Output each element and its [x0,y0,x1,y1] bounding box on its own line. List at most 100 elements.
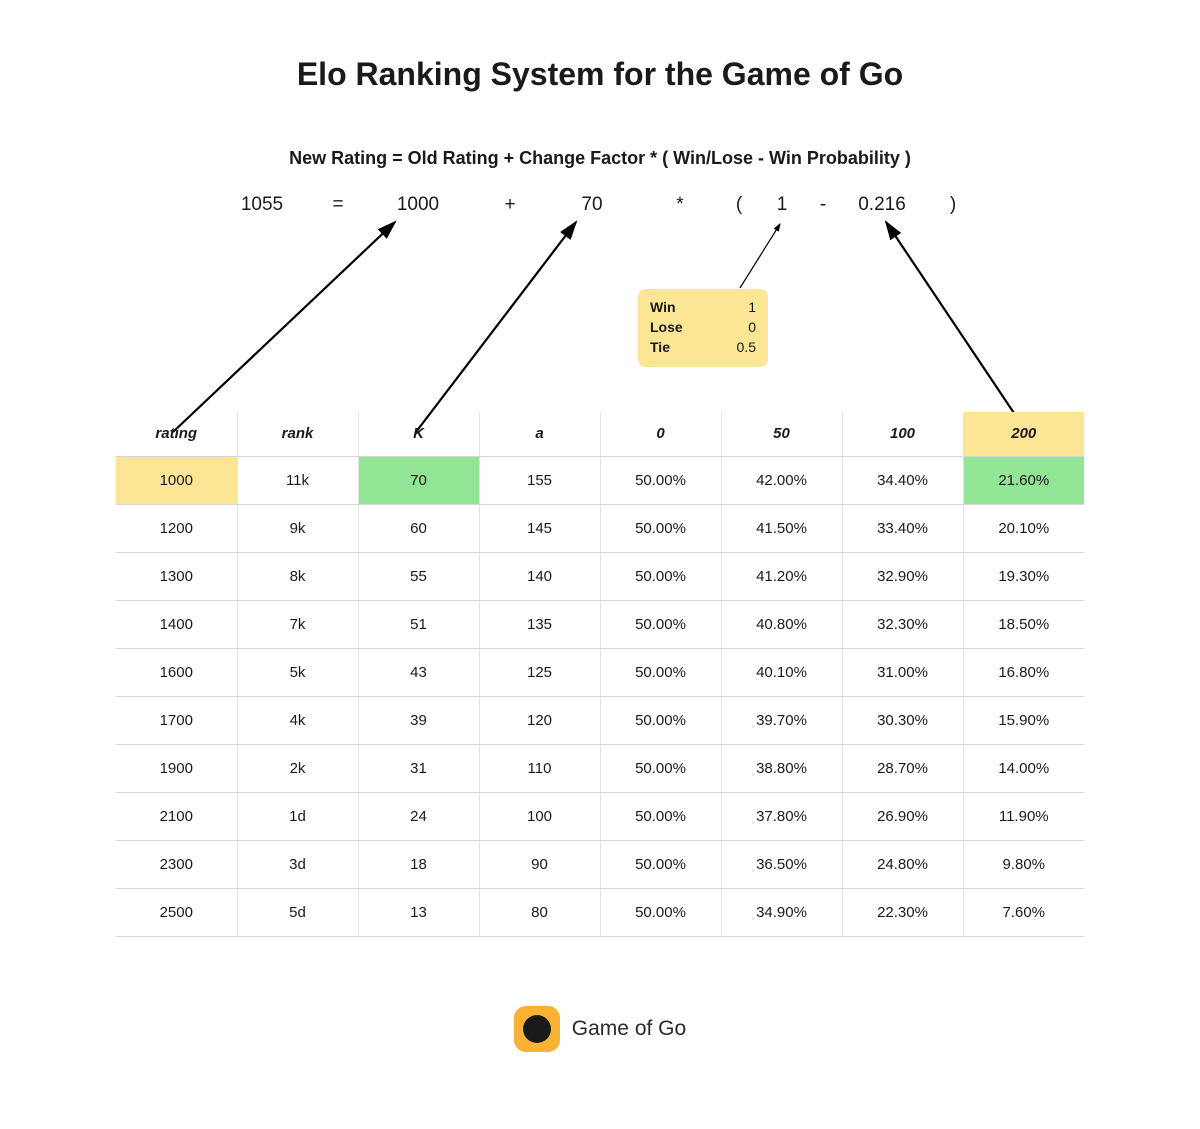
table-cell: 5k [237,648,358,696]
table-cell: 34.90% [721,888,842,936]
table-cell: 20.10% [963,504,1084,552]
table-cell: 8k [237,552,358,600]
val-change-factor: 70 [572,194,612,216]
table-cell: 155 [479,456,600,504]
table-cell: 50.00% [600,744,721,792]
table-cell: 9.80% [963,840,1084,888]
table-cell: 30.30% [842,696,963,744]
table-cell: 14.00% [963,744,1084,792]
table-cell: 140 [479,552,600,600]
table-cell: 13 [358,888,479,936]
footer-inner: Game of Go [514,1006,686,1052]
table-cell: 36.50% [721,840,842,888]
table-cell: 7.60% [963,888,1084,936]
val-win-prob: 0.216 [852,194,912,216]
wlt-label: Lose [650,317,683,337]
table-cell: 43 [358,648,479,696]
table-cell: 42.00% [721,456,842,504]
table-cell: 24 [358,792,479,840]
table-row: 13008k5514050.00%41.20%32.90%19.30% [116,552,1084,600]
table-row: 21001d2410050.00%37.80%26.90%11.90% [116,792,1084,840]
table-cell: 18 [358,840,479,888]
table-cell: 1d [237,792,358,840]
table-cell: 1300 [116,552,237,600]
table-cell: 22.30% [842,888,963,936]
col-a: a [479,412,600,456]
go-logo-icon [514,1006,560,1052]
table-cell: 33.40% [842,504,963,552]
table-header-row: rating rank K a 0 50 100 200 [116,412,1084,456]
table-cell: 50.00% [600,456,721,504]
op-lparen: ( [732,194,746,216]
table-cell: 32.90% [842,552,963,600]
table-cell: 21.60% [963,456,1084,504]
table-cell: 11k [237,456,358,504]
table-cell: 135 [479,600,600,648]
col-0: 0 [600,412,721,456]
table-cell: 1400 [116,600,237,648]
wlt-row: Tie 0.5 [650,337,756,357]
table-cell: 37.80% [721,792,842,840]
table-cell: 41.50% [721,504,842,552]
table-cell: 90 [479,840,600,888]
table-row: 16005k4312550.00%40.10%31.00%16.80% [116,648,1084,696]
table-cell: 50.00% [600,792,721,840]
op-eq: = [328,194,348,216]
table-cell: 16.80% [963,648,1084,696]
table-cell: 1600 [116,648,237,696]
table-cell: 50.00% [600,840,721,888]
table-row: 25005d138050.00%34.90%22.30%7.60% [116,888,1084,936]
table-cell: 31.00% [842,648,963,696]
table-cell: 26.90% [842,792,963,840]
table-row: 12009k6014550.00%41.50%33.40%20.10% [116,504,1084,552]
table-cell: 2500 [116,888,237,936]
table-row: 19002k3111050.00%38.80%28.70%14.00% [116,744,1084,792]
table-cell: 2300 [116,840,237,888]
table-cell: 15.90% [963,696,1084,744]
wlt-row: Win 1 [650,297,756,317]
page: Elo Ranking System for the Game of Go Ne… [0,0,1200,1129]
table-cell: 18.50% [963,600,1084,648]
table-cell: 40.10% [721,648,842,696]
table-cell: 38.80% [721,744,842,792]
table-cell: 110 [479,744,600,792]
val-win-lose: 1 [772,194,792,216]
table-cell: 50.00% [600,648,721,696]
table-row: 14007k5113550.00%40.80%32.30%18.50% [116,600,1084,648]
table-cell: 7k [237,600,358,648]
table-cell: 32.30% [842,600,963,648]
table-cell: 60 [358,504,479,552]
op-mult: * [670,194,690,216]
table-cell: 19.30% [963,552,1084,600]
table-cell: 80 [479,888,600,936]
col-50: 50 [721,412,842,456]
col-100: 100 [842,412,963,456]
col-rating: rating [116,412,237,456]
table-cell: 120 [479,696,600,744]
table-cell: 34.40% [842,456,963,504]
footer-text: Game of Go [572,1017,686,1041]
table-cell: 1900 [116,744,237,792]
table-cell: 39.70% [721,696,842,744]
table-row: 17004k3912050.00%39.70%30.30%15.90% [116,696,1084,744]
table-cell: 11.90% [963,792,1084,840]
table-cell: 4k [237,696,358,744]
wlt-value: 0 [748,317,756,337]
op-rparen: ) [946,194,960,216]
val-old-rating: 1000 [388,194,448,216]
table-cell: 31 [358,744,479,792]
table-cell: 50.00% [600,888,721,936]
table-cell: 41.20% [721,552,842,600]
table-cell: 39 [358,696,479,744]
table-cell: 1200 [116,504,237,552]
table-cell: 2100 [116,792,237,840]
table-cell: 50.00% [600,600,721,648]
col-200: 200 [963,412,1084,456]
formula-label-line: New Rating = Old Rating + Change Factor … [0,148,1200,169]
table-cell: 40.80% [721,600,842,648]
elo-table: rating rank K a 0 50 100 200 100011k7015… [116,412,1084,937]
table-cell: 100 [479,792,600,840]
page-title: Elo Ranking System for the Game of Go [0,56,1200,93]
table-cell: 50.00% [600,696,721,744]
table-row: 100011k7015550.00%42.00%34.40%21.60% [116,456,1084,504]
